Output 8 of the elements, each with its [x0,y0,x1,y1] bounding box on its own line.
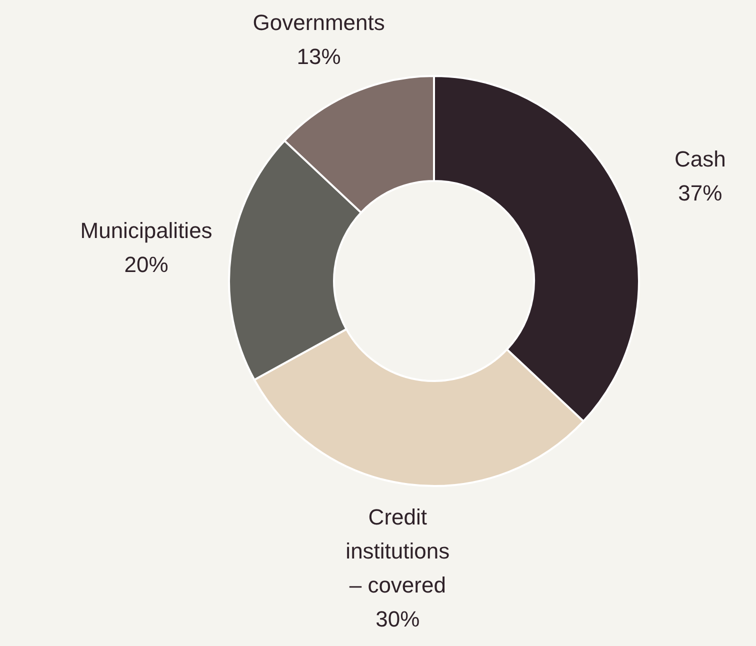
data-label: 37% [678,180,722,206]
data-label: 13% [296,44,341,69]
slice-label: Municipalities [80,218,212,244]
slice-label: Governments [252,10,385,35]
slice-label: Cash [674,146,726,172]
slice-label: Credit institutions – covered [346,504,450,598]
data-label: 30% [376,606,420,632]
data-label: 20% [124,252,168,278]
